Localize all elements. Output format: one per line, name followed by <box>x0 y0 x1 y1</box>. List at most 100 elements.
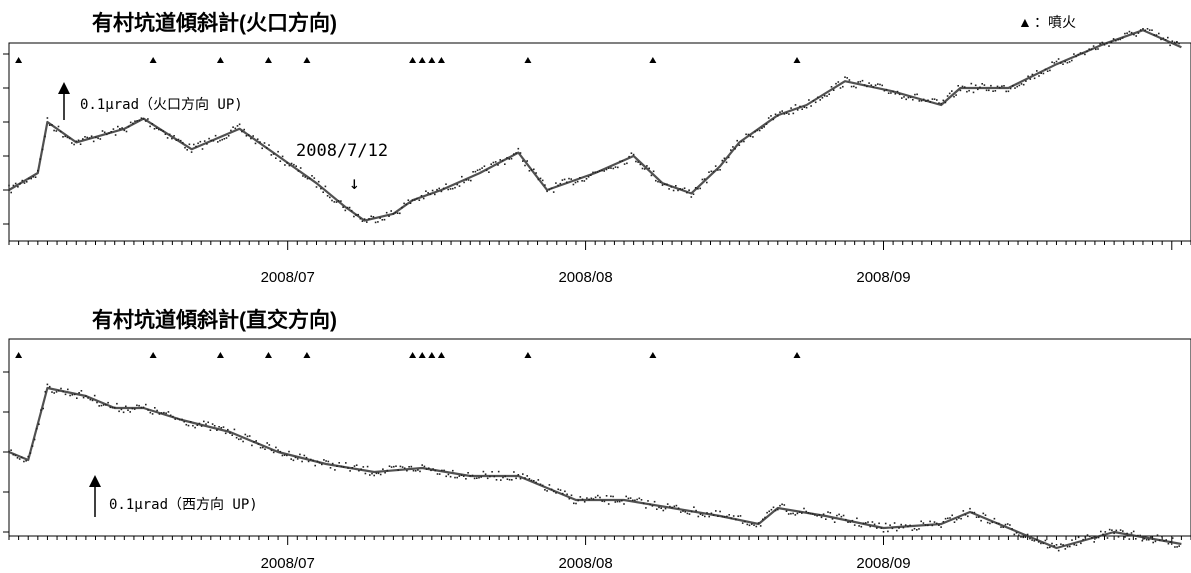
sample-point <box>142 118 145 120</box>
sample-point <box>933 521 936 523</box>
sample-point <box>1031 73 1034 76</box>
sample-point <box>916 93 918 96</box>
sample-point <box>197 142 199 145</box>
sample-point <box>131 407 134 410</box>
sample-point <box>572 183 575 186</box>
sample-point <box>458 475 461 477</box>
sample-point <box>596 171 599 173</box>
sample-point <box>883 89 886 92</box>
sample-point <box>335 201 338 203</box>
sample-point <box>51 391 53 393</box>
sample-point <box>1158 32 1160 35</box>
sample-point <box>279 450 282 453</box>
sample-point <box>846 77 848 79</box>
sample-point <box>18 458 21 460</box>
sample-point <box>32 176 35 178</box>
sample-point <box>515 477 517 480</box>
sample-point <box>108 132 110 134</box>
sample-point <box>568 497 571 500</box>
sample-point <box>922 522 925 524</box>
sample-point <box>635 160 637 163</box>
sample-point <box>1154 540 1157 543</box>
sample-point <box>1163 539 1165 542</box>
sample-point <box>1103 44 1106 46</box>
sample-point <box>880 527 883 529</box>
sample-point <box>664 507 667 510</box>
sample-point <box>868 82 870 84</box>
eruption-marker <box>418 57 426 63</box>
sample-point <box>374 221 377 224</box>
sample-point <box>972 91 975 94</box>
sample-point <box>610 167 612 169</box>
sample-point <box>357 213 359 216</box>
sample-point <box>712 514 715 516</box>
sample-point <box>1164 39 1167 41</box>
sample-point <box>712 170 715 173</box>
sample-point <box>848 79 851 81</box>
sample-point <box>438 473 441 475</box>
sample-point <box>69 394 71 397</box>
sample-point <box>243 128 245 131</box>
sample-point <box>673 505 676 508</box>
sample-point <box>614 166 617 168</box>
sample-point <box>903 96 905 98</box>
sample-point <box>537 479 540 481</box>
sample-point <box>548 484 551 486</box>
sample-point <box>940 102 942 105</box>
sample-point <box>708 171 710 173</box>
sample-point <box>348 206 351 209</box>
sample-point <box>803 106 806 108</box>
sample-point <box>358 469 360 472</box>
sample-point <box>586 497 588 499</box>
sample-point <box>1158 539 1161 542</box>
sample-point <box>798 511 801 513</box>
sample-point <box>781 110 783 112</box>
sample-point <box>1084 536 1087 538</box>
sample-point <box>467 472 469 474</box>
sample-point <box>75 140 78 143</box>
sample-point <box>706 181 708 184</box>
sample-point <box>42 407 44 410</box>
sample-point <box>912 98 914 101</box>
sample-point <box>168 133 171 136</box>
sample-point <box>1005 90 1007 93</box>
sample-point <box>838 513 840 516</box>
sample-point <box>111 406 114 409</box>
eruption-marker <box>15 352 23 358</box>
sample-point <box>1176 41 1178 43</box>
sample-point <box>221 138 223 141</box>
sample-point <box>774 113 777 116</box>
sample-point <box>261 147 263 150</box>
sample-point <box>566 493 568 496</box>
sample-point <box>136 120 138 122</box>
sample-point <box>719 510 721 513</box>
sample-point <box>683 187 686 189</box>
sample-point <box>251 444 253 447</box>
sample-point <box>447 188 449 191</box>
sample-point <box>1128 30 1131 33</box>
sample-point <box>67 388 69 391</box>
sample-point <box>645 507 647 509</box>
sample-point <box>1167 36 1169 39</box>
sample-point <box>942 99 945 102</box>
sample-point <box>443 469 445 472</box>
sample-point <box>465 478 467 480</box>
eruption-marker <box>15 57 23 63</box>
sample-point <box>577 499 579 502</box>
sample-point <box>120 408 123 411</box>
sample-point <box>929 101 931 103</box>
sample-point <box>1071 539 1073 541</box>
sample-point <box>262 446 264 449</box>
sample-point <box>490 163 492 165</box>
sample-point <box>1055 60 1058 63</box>
plot-frame <box>8 42 1191 242</box>
sample-point <box>8 450 10 453</box>
sample-point <box>209 429 212 431</box>
sample-point <box>219 139 221 142</box>
sample-point <box>60 387 62 390</box>
sample-point <box>790 512 792 515</box>
sample-point <box>82 138 84 140</box>
sample-point <box>1084 53 1086 56</box>
sample-point <box>1130 31 1133 34</box>
sample-point <box>768 510 770 513</box>
